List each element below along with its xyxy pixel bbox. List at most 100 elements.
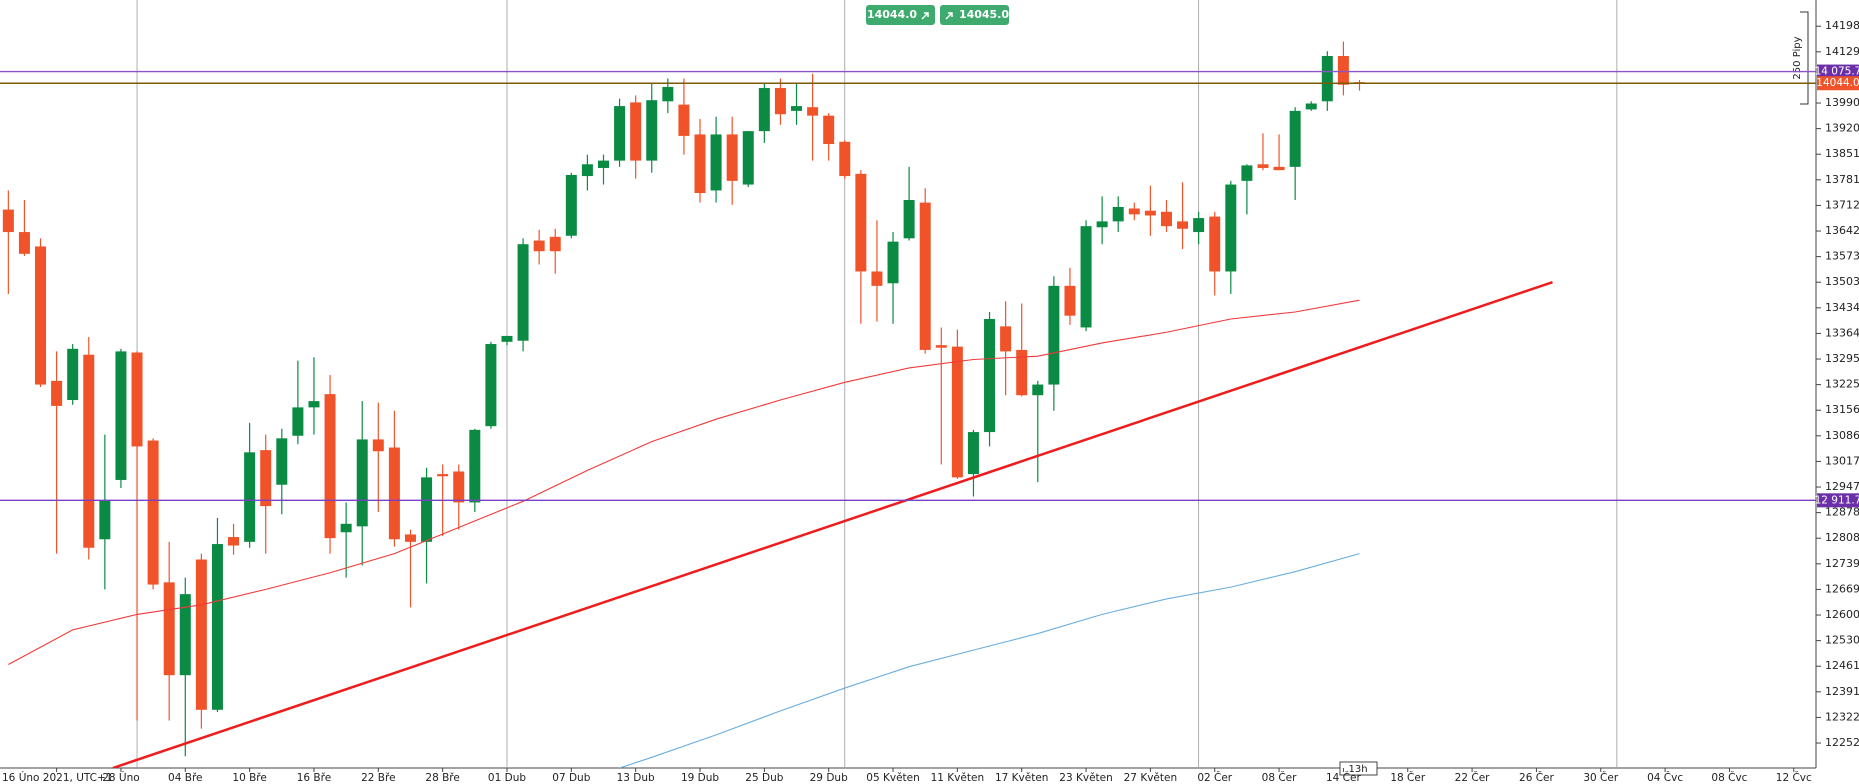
candle-body [131, 352, 143, 447]
price-tag [1817, 64, 1859, 79]
y-tick-label: 12252.8 [1825, 736, 1859, 749]
price-tag [1817, 493, 1859, 508]
x-tick-label: 13 Dub [617, 772, 655, 784]
x-tick-label: 28 Bře [425, 772, 459, 784]
y-tick-label: 13434.3 [1825, 301, 1859, 314]
candle-body [1000, 326, 1012, 352]
candle-body [565, 174, 577, 236]
month-grid [136, 0, 1618, 768]
line-series [112, 280, 1553, 768]
line-series [619, 553, 1360, 768]
y-tick-label: 13851.3 [1825, 147, 1859, 160]
x-tick-label: 19 Dub [681, 772, 719, 784]
candle-body [517, 244, 529, 341]
candle-body [871, 271, 883, 286]
candle-body [742, 131, 754, 185]
candle-body [1064, 285, 1076, 316]
candle-body [951, 346, 963, 478]
x-tick-label: 07 Dub [552, 772, 590, 784]
x-tick-label: 11 Květen [931, 772, 985, 784]
x-tick-label: 02 Čer [1197, 771, 1232, 784]
arrow-icon [921, 12, 929, 20]
buy-button[interactable] [940, 5, 1009, 25]
candle-body [1128, 208, 1140, 215]
x-tick-label: 16 Úno 2021, UTC+1 [2, 771, 113, 784]
candle-body [1273, 166, 1285, 171]
candle-body [1032, 384, 1044, 396]
candle-body [179, 594, 191, 676]
x-tick-label: 17 Květen [995, 772, 1049, 784]
candle-body [501, 335, 513, 342]
candle-body [372, 439, 384, 452]
sell-button[interactable] [866, 5, 935, 25]
overlay: 14044.0 14045.0 250 Pipy 13h 14 075.7140… [866, 5, 1859, 776]
candle-body [1177, 221, 1189, 229]
y-tick-label: 14129.3 [1825, 45, 1859, 58]
y-tick-label: 13503.8 [1825, 275, 1859, 288]
y-tick-label: 12947.8 [1825, 480, 1859, 493]
candle-body [614, 106, 626, 161]
candle-body [597, 160, 609, 168]
candle-body [807, 107, 819, 116]
time-marker-label: 13h [1348, 764, 1367, 775]
x-tick-label: 12 Čvc [1776, 771, 1812, 784]
candle-body [839, 141, 851, 177]
candle-body [1257, 164, 1269, 168]
y-tick-label: 12391.8 [1825, 685, 1859, 698]
x-tick-label: 16 Bře [297, 772, 331, 784]
candle-body [228, 537, 240, 546]
candle-body [1193, 218, 1205, 233]
candle-body [935, 345, 947, 348]
candle-body [1225, 184, 1237, 272]
candle-body [662, 86, 674, 102]
candle-body [726, 134, 738, 181]
x-tick-label: 08 Čer [1262, 771, 1297, 784]
candle-body [99, 500, 111, 540]
candle-body [1080, 226, 1092, 328]
candle-body [324, 394, 336, 539]
candle-body [984, 318, 996, 433]
candle-body [967, 432, 979, 475]
price-tag-label: 14 075.7 [1815, 66, 1859, 78]
candle-body [453, 471, 465, 503]
candle-body [260, 450, 272, 507]
x-tick-label: 18 Čer [1390, 771, 1425, 784]
x-tick-label: 23 Květen [1059, 772, 1113, 784]
x-tick-label: 28 Úno [102, 771, 139, 784]
x-tick-label: 25 Dub [745, 772, 783, 784]
time-marker [1339, 761, 1378, 776]
candle-body [630, 102, 642, 161]
candle-body [903, 200, 915, 239]
y-tick-label: 13990.3 [1825, 96, 1859, 109]
candle-body [823, 115, 835, 145]
candle-body [244, 452, 256, 542]
candle-body [1289, 110, 1301, 167]
y-tick-label: 13225.8 [1825, 378, 1859, 391]
candle-body [1048, 285, 1060, 385]
candle-body [1337, 55, 1349, 85]
candle-body [388, 447, 400, 540]
candle-body [35, 246, 47, 385]
sell-quote: 14044.0 [867, 8, 917, 21]
x-tick-label: 27 Květen [1124, 772, 1178, 784]
candle-body [1305, 103, 1317, 110]
candle-body [758, 88, 770, 132]
candle-body [855, 173, 867, 272]
y-tick-label: 13920.8 [1825, 122, 1859, 135]
candle-body [211, 544, 223, 710]
y-tick-label: 14198.8 [1825, 19, 1859, 32]
candle-body [308, 401, 320, 408]
y-tick-label: 12322.3 [1825, 710, 1859, 723]
y-tick-label: 13573.3 [1825, 250, 1859, 263]
candle-body [147, 440, 159, 585]
candle-body [694, 134, 706, 194]
line-series [8, 299, 1360, 665]
y-tick-label: 13642.8 [1825, 224, 1859, 237]
y-tick-label: 13086.8 [1825, 429, 1859, 442]
y-tick-label: 12739.3 [1825, 557, 1859, 570]
x-tick-label: 22 Bře [361, 772, 395, 784]
candle-body [340, 523, 352, 533]
candle-body [1160, 211, 1172, 227]
